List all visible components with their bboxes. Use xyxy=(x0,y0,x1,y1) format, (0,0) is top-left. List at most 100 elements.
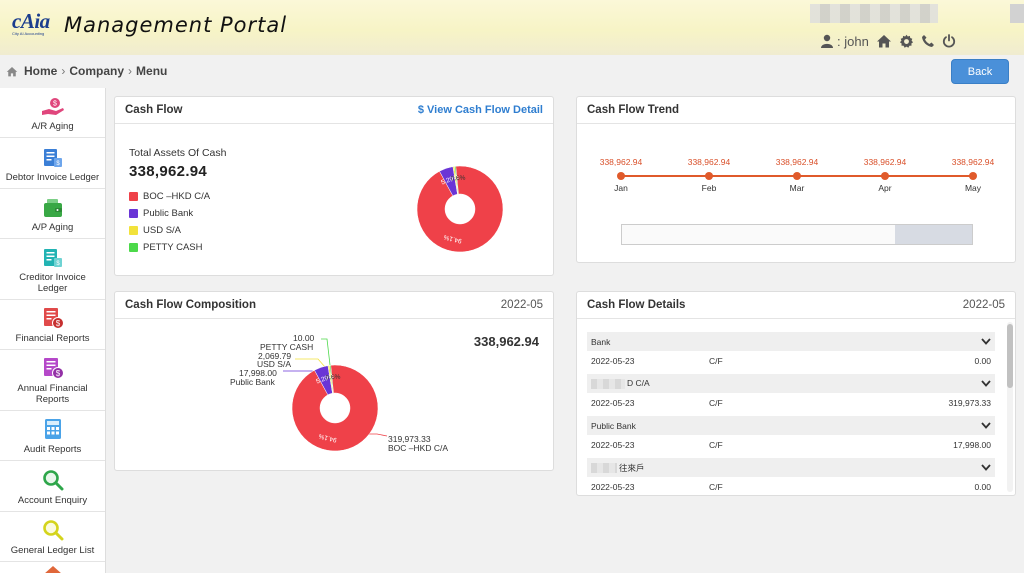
redacted-text xyxy=(591,463,617,474)
composition-donut-chart[interactable]: 94.1%5.29%0.6% xyxy=(115,319,555,469)
sidebar-item-ar-aging[interactable]: $ A/R Aging xyxy=(0,88,105,139)
sidebar-item-label: Annual Financial Reports xyxy=(17,383,88,406)
trend-zoom-slider[interactable] xyxy=(621,224,973,245)
row-amount: 319,973.33 xyxy=(948,397,991,408)
details-group-header[interactable]: Public Bank xyxy=(587,416,995,435)
legend-swatch xyxy=(129,192,138,201)
house-icon xyxy=(44,566,61,573)
trend-chart[interactable]: 338,962.94 Jan 338,962.94 Feb 338,962.94 Mar 3… xyxy=(577,124,1017,264)
sidebar-item-debtor-invoice-ledger[interactable]: $ Debtor Invoice Ledger xyxy=(0,138,105,189)
trend-value-label: 338,962.94 xyxy=(951,157,995,167)
view-cash-flow-detail-link[interactable]: $ View Cash Flow Detail xyxy=(417,104,543,116)
pie-slice-petty-cash[interactable] xyxy=(329,364,334,394)
trend-point[interactable] xyxy=(969,172,977,180)
chevron-down-icon[interactable] xyxy=(981,422,991,429)
sidebar-item-label: Audit Reports xyxy=(23,444,82,456)
group-name: Public Bank xyxy=(591,420,636,431)
breadcrumb-home[interactable]: Home xyxy=(24,64,58,78)
trend-zoom-window[interactable] xyxy=(895,225,972,244)
label-usd-name: USD S/A xyxy=(257,359,292,369)
phone-icon[interactable] xyxy=(921,34,935,48)
report-dollar-icon: $ xyxy=(43,358,64,380)
composition-total: 338,962.94 xyxy=(473,334,539,349)
logo-text: cAia xyxy=(12,9,50,33)
group-name: 往來戶 xyxy=(619,462,645,473)
username: : john xyxy=(837,33,869,49)
redacted-company-name xyxy=(810,4,938,23)
chevron-down-icon[interactable] xyxy=(981,380,991,387)
trend-point[interactable] xyxy=(617,172,625,180)
cash-flow-donut-chart[interactable]: 94.1%5.29%0.6% xyxy=(410,159,510,259)
sidebar-menu: $ A/R Aging $ Debtor Invoice Ledger A/P … xyxy=(0,88,106,573)
wallet-icon xyxy=(43,198,62,217)
breadcrumb-separator: › xyxy=(128,64,133,78)
pie-slice-boc-hkd-c-a[interactable] xyxy=(416,165,504,253)
invoice-icon: $ xyxy=(43,148,62,167)
sidebar-item-label: Creditor Invoice Ledger xyxy=(19,271,86,294)
sidebar-item-financial-reports[interactable]: $ Financial Reports xyxy=(0,300,105,351)
sidebar-item-partial[interactable] xyxy=(0,562,105,573)
legend-label: Public Bank xyxy=(143,208,194,219)
pie-percent-label: 0.6% xyxy=(325,374,340,382)
legend-item[interactable]: BOC –HKD C/A xyxy=(129,188,210,205)
group-name: Bank xyxy=(591,336,611,347)
calculator-icon xyxy=(44,419,61,440)
trend-point[interactable] xyxy=(705,172,713,180)
row-type: C/F xyxy=(709,439,723,450)
legend-item[interactable]: USD S/A xyxy=(129,222,210,239)
chevron-down-icon[interactable] xyxy=(981,338,991,345)
details-row: 2022-05-23 C/F 0.00 xyxy=(587,477,995,495)
home-icon[interactable] xyxy=(876,34,892,48)
sidebar-item-label: A/P Aging xyxy=(31,221,74,233)
details-group-header[interactable]: D C/A xyxy=(587,374,995,393)
sidebar-item-creditor-invoice-ledger[interactable]: $ Creditor Invoice Ledger xyxy=(0,239,105,300)
row-type: C/F xyxy=(709,355,723,366)
sidebar-item-general-ledger-list[interactable]: General Ledger List xyxy=(0,512,105,563)
details-scrollbar[interactable] xyxy=(1007,322,1013,492)
sidebar-item-annual-financial-reports[interactable]: $ Annual Financial Reports xyxy=(0,350,105,412)
panel-title: Cash Flow Trend xyxy=(587,104,680,116)
details-group-header[interactable]: Bank xyxy=(587,332,995,351)
hand-money-icon: $ xyxy=(41,98,64,116)
label-boc-name: BOC –HKD C/A xyxy=(388,443,448,453)
sidebar-item-account-enquiry[interactable]: Account Enquiry xyxy=(0,461,105,512)
svg-text:$: $ xyxy=(53,101,57,108)
sidebar-item-label: Account Enquiry xyxy=(17,494,88,506)
details-period: 2022-05 xyxy=(962,299,1005,311)
details-list: Bank 2022-05-23 C/F 0.00 D C/A 2022-05-2… xyxy=(587,328,995,495)
pie-slice-petty-cash[interactable] xyxy=(454,165,459,195)
breadcrumb-menu: Menu xyxy=(136,64,168,78)
label-boc-value: 319,973.33 xyxy=(388,434,431,444)
trend-point[interactable] xyxy=(793,172,801,180)
details-header: Cash Flow Details 2022-05 xyxy=(577,292,1015,319)
company-logo[interactable]: cAia City AI Accounting xyxy=(12,11,60,37)
trend-value-label: 338,962.94 xyxy=(687,157,731,167)
trend-month-label: Feb xyxy=(701,183,717,193)
row-amount: 0.00 xyxy=(974,355,991,366)
breadcrumb-company[interactable]: Company xyxy=(69,64,125,78)
breadcrumb: Home › Company › Menu xyxy=(6,64,167,78)
gear-icon[interactable] xyxy=(899,34,914,49)
svg-text:$: $ xyxy=(56,161,60,167)
pie-percent-label: 94.1% xyxy=(318,432,338,443)
sidebar-item-label: A/R Aging xyxy=(31,121,74,133)
sidebar-item-audit-reports[interactable]: Audit Reports xyxy=(0,411,105,462)
panel-title: Cash Flow Details xyxy=(587,299,686,311)
power-icon[interactable] xyxy=(942,34,956,48)
redacted-text xyxy=(1010,4,1024,23)
trend-value-label: 338,962.94 xyxy=(775,157,819,167)
pie-slice-boc-hkd-c-a[interactable] xyxy=(291,364,379,452)
details-group-header[interactable]: 往來戶 xyxy=(587,458,995,477)
trend-point[interactable] xyxy=(881,172,889,180)
details-scrollbar-thumb[interactable] xyxy=(1007,324,1013,388)
legend-label: BOC –HKD C/A xyxy=(143,191,211,202)
group-name: D C/A xyxy=(627,378,650,389)
pie-percent-label: 94.1% xyxy=(443,233,463,244)
legend-item[interactable]: PETTY CASH xyxy=(129,239,210,256)
magnifier-icon xyxy=(42,520,63,541)
sidebar-item-ap-aging[interactable]: A/P Aging xyxy=(0,189,105,239)
back-button[interactable]: Back xyxy=(951,59,1009,84)
user-icon xyxy=(821,34,833,48)
legend-item[interactable]: Public Bank xyxy=(129,205,210,222)
chevron-down-icon[interactable] xyxy=(981,464,991,471)
